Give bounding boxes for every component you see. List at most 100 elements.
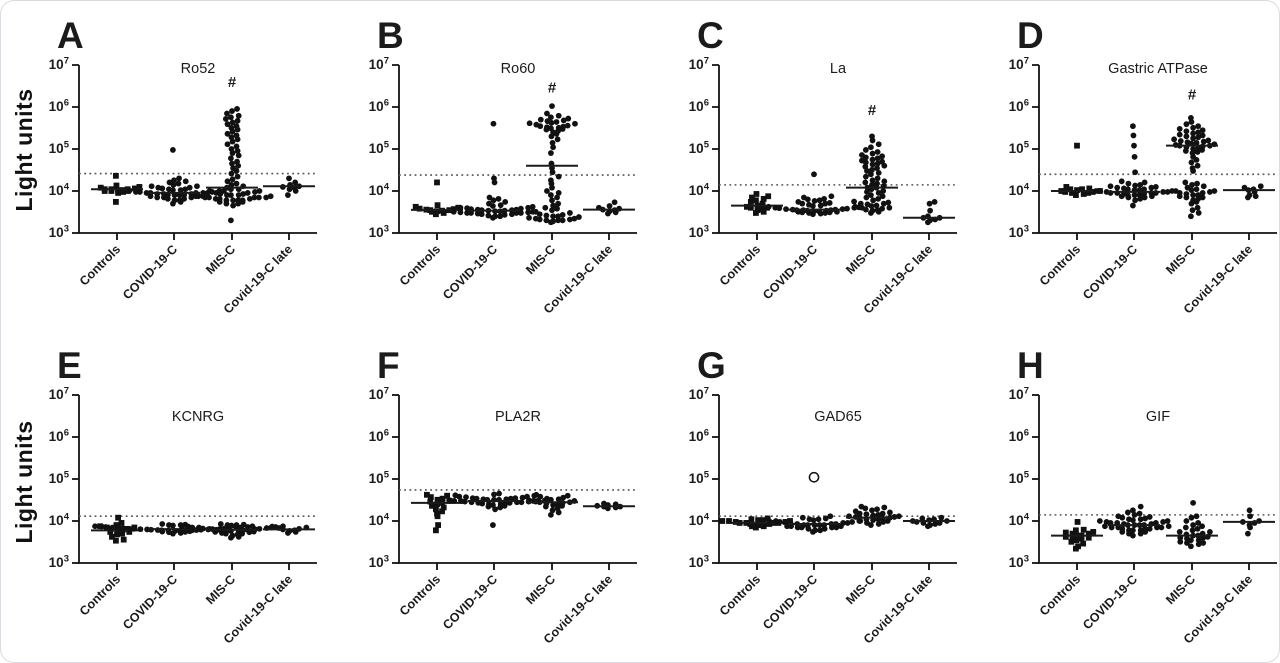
scatter-point [875,195,882,202]
scatter-point [170,147,176,153]
scatter-point [444,492,450,499]
scatter-point [1246,507,1253,514]
scatter-point [1199,132,1206,139]
y-tick-label: 104 [49,182,70,199]
scatter-point [874,149,881,155]
scatter-point [136,184,143,190]
scatter-point [817,527,824,534]
scatter-point [874,207,881,214]
x-tick-label: COVID-19-C [120,242,180,302]
scatter-point [182,178,189,185]
scatter-point [754,207,761,214]
scatter-point [564,122,571,129]
scatter-point [869,166,875,173]
scatter-group-mis-c [526,491,578,518]
y-tick-exponent: 5 [64,140,70,151]
panel-title: Gastric ATPase [1108,61,1208,77]
scatter-point [244,190,251,196]
scatter-point [497,202,504,209]
scatter-point [549,197,555,204]
scatter-point [869,133,875,140]
scatter-point [1137,527,1144,534]
scatter-point [1177,538,1184,545]
scatter-group-controls [411,491,463,534]
scatter-point [875,141,882,148]
y-tick-label: 107 [1009,386,1029,403]
scatter-point [1194,525,1201,532]
scatter-point [874,180,880,187]
scatter-point [550,144,556,151]
scatter-point [554,136,561,143]
scatter-point [175,180,182,187]
scatter-group-mis-c [846,133,898,216]
x-tick-label: MIS-C [203,572,238,607]
scatter-point [554,194,560,201]
scatter-point [1246,522,1253,528]
scatter-point [113,522,120,528]
scatter-point [464,205,470,212]
scatter-point [754,522,760,528]
scatter-point [1130,132,1137,139]
x-tick-label: COVID-19-C [760,572,820,632]
scatter-point [1184,139,1191,146]
scatter-point [1131,192,1138,198]
y-tick-label: 105 [1009,140,1030,157]
scatter-point [874,506,880,513]
scatter-point [881,178,888,185]
y-tick-label: 105 [689,470,710,487]
scatter-group-controls [1051,142,1103,198]
scatter-point [1069,534,1076,541]
scatter-point [224,522,231,528]
scatter-point [434,501,440,508]
panel-letter: H [1017,345,1044,386]
scatter-point [875,521,882,527]
y-tick-label: 103 [689,554,709,571]
y-tick-exponent: 7 [704,386,709,397]
scatter-point [1182,524,1189,531]
scatter-point [1200,540,1207,546]
panel-D: D 107 106 105 104 103 Controls COVID-19-C MIS-C C… [961,1,1279,332]
scatter-point [772,204,779,211]
scatter-point [822,200,829,207]
scatter-point [1189,207,1196,214]
x-tick-label: Controls [1037,572,1083,618]
scatter-point [555,112,562,119]
scatter-point [171,197,178,204]
scatter-point [874,165,880,172]
scatter-point [233,180,240,187]
scatter-point [412,203,419,210]
scatter-point [1172,188,1179,194]
panel-H: H 107 106 105 104 103 Controls COVID-19-C MIS-C C… [961,331,1279,662]
panel-letter: G [697,345,726,386]
scatter-point [744,203,750,210]
scatter-point [1086,185,1093,192]
scatter-point [1205,137,1212,144]
scatter-point [526,214,532,221]
scatter-point [224,121,231,128]
scatter-point [1183,191,1190,197]
x-tick-label: MIS-C [843,242,878,277]
scatter-point [719,518,726,524]
scatter-group-covid-19-c [447,490,548,528]
scatter-point [1132,197,1138,204]
scatter-point [543,217,550,224]
scatter-point [126,188,133,194]
y-tick-exponent: 6 [1024,428,1029,439]
x-tick-label: MIS-C [523,572,558,607]
scatter-point [1118,178,1125,185]
panel-title: Ro60 [501,61,536,77]
scatter-point [606,203,613,209]
scatter-point [880,188,887,194]
scatter-point [559,217,566,224]
scatter-point [1165,523,1172,530]
scatter-point [799,514,806,521]
scatter-point [166,179,173,186]
scatter-point [447,497,454,504]
scatter-point [869,507,875,514]
y-tick-label: 107 [49,56,69,73]
scatter-point [97,184,104,191]
y-tick-exponent: 4 [384,182,390,193]
scatter-point [1190,135,1196,142]
scatter-point [533,121,540,128]
